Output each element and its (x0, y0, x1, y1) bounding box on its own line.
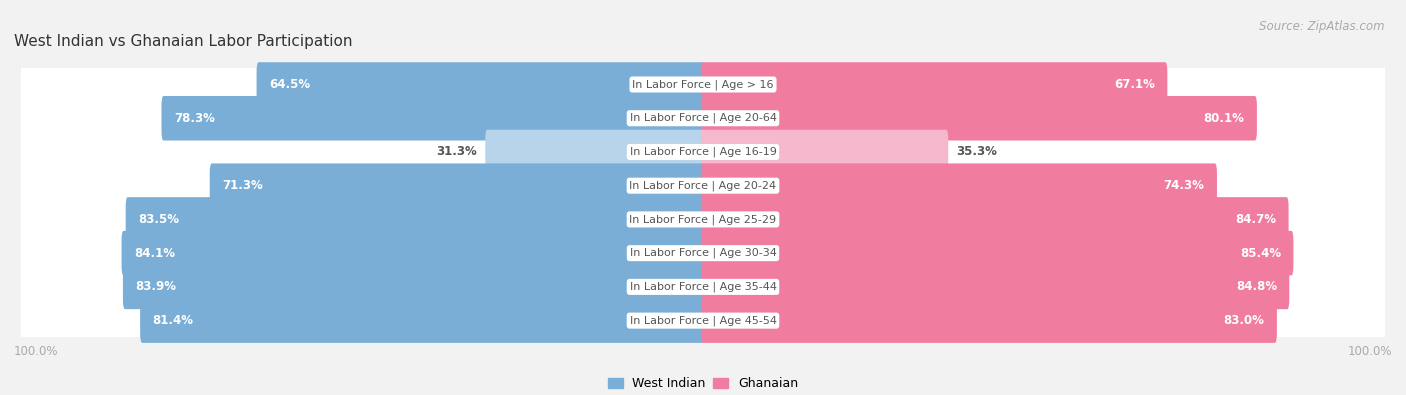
FancyBboxPatch shape (485, 130, 704, 174)
FancyBboxPatch shape (21, 236, 1385, 270)
FancyBboxPatch shape (21, 68, 1385, 102)
FancyBboxPatch shape (21, 135, 1385, 169)
FancyBboxPatch shape (702, 130, 948, 174)
Text: 35.3%: 35.3% (956, 145, 997, 158)
Text: 84.8%: 84.8% (1236, 280, 1277, 293)
FancyBboxPatch shape (702, 265, 1289, 309)
FancyBboxPatch shape (162, 96, 704, 141)
Text: 100.0%: 100.0% (1347, 345, 1392, 358)
FancyBboxPatch shape (702, 298, 1277, 343)
Text: In Labor Force | Age 16-19: In Labor Force | Age 16-19 (630, 147, 776, 157)
Text: In Labor Force | Age 25-29: In Labor Force | Age 25-29 (630, 214, 776, 225)
FancyBboxPatch shape (702, 231, 1294, 275)
FancyBboxPatch shape (141, 298, 704, 343)
FancyBboxPatch shape (256, 62, 704, 107)
Text: 83.5%: 83.5% (138, 213, 179, 226)
FancyBboxPatch shape (122, 265, 704, 309)
Text: In Labor Force | Age 45-54: In Labor Force | Age 45-54 (630, 315, 776, 326)
FancyBboxPatch shape (21, 102, 1385, 135)
Text: 67.1%: 67.1% (1114, 78, 1154, 91)
Text: 84.1%: 84.1% (134, 246, 174, 260)
Text: In Labor Force | Age > 16: In Labor Force | Age > 16 (633, 79, 773, 90)
FancyBboxPatch shape (21, 169, 1385, 203)
FancyBboxPatch shape (702, 197, 1289, 242)
Text: 84.7%: 84.7% (1236, 213, 1277, 226)
Text: 83.9%: 83.9% (135, 280, 176, 293)
Text: 71.3%: 71.3% (222, 179, 263, 192)
Text: In Labor Force | Age 20-24: In Labor Force | Age 20-24 (630, 181, 776, 191)
Text: 78.3%: 78.3% (174, 112, 215, 125)
FancyBboxPatch shape (209, 164, 704, 208)
Text: In Labor Force | Age 20-64: In Labor Force | Age 20-64 (630, 113, 776, 124)
Text: 74.3%: 74.3% (1164, 179, 1205, 192)
Text: Source: ZipAtlas.com: Source: ZipAtlas.com (1260, 20, 1385, 33)
Text: 83.0%: 83.0% (1223, 314, 1264, 327)
Legend: West Indian, Ghanaian: West Indian, Ghanaian (603, 372, 803, 395)
Text: 80.1%: 80.1% (1204, 112, 1244, 125)
Text: 81.4%: 81.4% (152, 314, 194, 327)
FancyBboxPatch shape (21, 304, 1385, 337)
Text: 64.5%: 64.5% (269, 78, 311, 91)
Text: West Indian vs Ghanaian Labor Participation: West Indian vs Ghanaian Labor Participat… (14, 34, 353, 49)
FancyBboxPatch shape (125, 197, 704, 242)
FancyBboxPatch shape (21, 270, 1385, 304)
FancyBboxPatch shape (121, 231, 704, 275)
Text: 100.0%: 100.0% (14, 345, 59, 358)
FancyBboxPatch shape (21, 203, 1385, 236)
FancyBboxPatch shape (702, 62, 1167, 107)
Text: 85.4%: 85.4% (1240, 246, 1281, 260)
Text: In Labor Force | Age 35-44: In Labor Force | Age 35-44 (630, 282, 776, 292)
Text: In Labor Force | Age 30-34: In Labor Force | Age 30-34 (630, 248, 776, 258)
FancyBboxPatch shape (702, 96, 1257, 141)
FancyBboxPatch shape (702, 164, 1218, 208)
Text: 31.3%: 31.3% (436, 145, 477, 158)
